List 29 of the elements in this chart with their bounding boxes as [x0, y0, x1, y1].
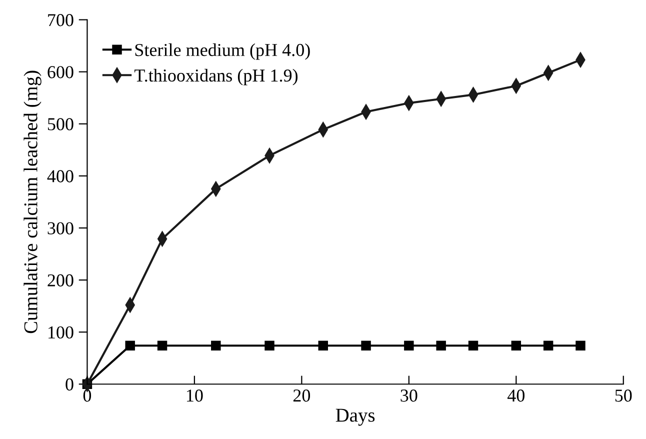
point [468, 340, 478, 350]
y-tick-label: 200 [48, 274, 74, 286]
x-tick-label: 20 [293, 390, 310, 402]
y-tick-label: 600 [48, 66, 74, 78]
point [318, 340, 328, 350]
legend-label: Sterile medium (pH 4.0) [135, 43, 310, 60]
y-tick-label: 100 [48, 326, 74, 339]
x-tick-label: 30 [400, 390, 418, 402]
point [436, 340, 446, 350]
y-tick-label: 700 [48, 14, 74, 26]
point [125, 340, 135, 350]
point [157, 340, 168, 350]
point [211, 340, 221, 350]
point [264, 340, 274, 350]
point [404, 340, 414, 350]
x-tick-label: 50 [615, 390, 632, 402]
y-tick-label: 0 [66, 378, 74, 391]
y-axis-title: Cumulative calcium leached (mg) [24, 70, 42, 334]
y-tick-label: 300 [48, 222, 74, 234]
point [511, 340, 522, 350]
x-tick-label: 10 [187, 390, 203, 402]
y-tick-label: 500 [48, 118, 74, 130]
point [576, 340, 586, 350]
x-axis-title: Days [336, 408, 375, 426]
legend-label: T.thiooxidans (pH 1.9) [134, 68, 298, 86]
x-tick-label: 40 [507, 390, 524, 402]
point [361, 340, 371, 350]
point [543, 340, 554, 350]
y-tick-label: 400 [47, 170, 74, 182]
